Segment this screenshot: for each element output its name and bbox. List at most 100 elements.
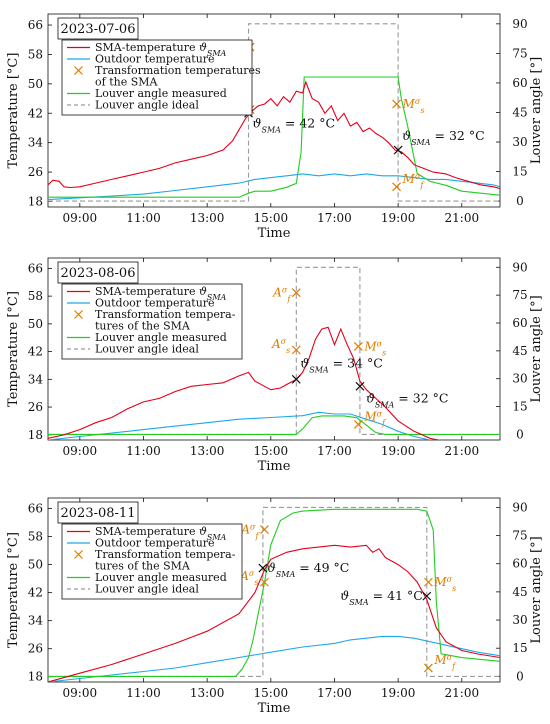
x-tick-label: 09:00 <box>63 444 98 458</box>
marker-stroke <box>423 577 433 587</box>
legend-label-transform-cont: of the SMA <box>95 76 159 89</box>
transformation-marker-Ms: Mσs <box>392 97 424 115</box>
y-right-tick-label: 90 <box>512 17 527 31</box>
y-left-tick-label: 18 <box>28 670 43 684</box>
legend-label-measured: Louver angle measured <box>95 331 227 344</box>
x-tick-label: 11:00 <box>126 686 161 700</box>
y-right-tick-label: 15 <box>512 641 527 655</box>
marker-stroke <box>291 345 301 355</box>
y-right-axis-label: Louver angle [°] <box>529 536 544 643</box>
y-right-tick-label: 75 <box>512 288 527 302</box>
y-right-axis-label: Louver angle [°] <box>529 295 544 402</box>
x-tick-label: 17:00 <box>317 211 352 225</box>
date-box: 2023-08-06 <box>57 261 139 284</box>
y-right-tick-label: 90 <box>512 500 527 514</box>
x-tick-label: 13:00 <box>190 686 225 700</box>
y-right-tick-label: 0 <box>516 427 524 441</box>
panel-2: 09:00 11:00 13:00 15:00 17:00 19:00 21:00 Time 1… <box>6 257 544 474</box>
x-tick-label: 17:00 <box>317 686 352 700</box>
outdoor-temperature-line <box>48 411 441 440</box>
date-box-label: 2023-08-06 <box>61 266 136 281</box>
y-left-tick-label: 42 <box>28 106 43 120</box>
transformation-marker-Af: Aσf <box>272 285 301 303</box>
x-axis-label: Time <box>258 701 291 716</box>
date-box-frame <box>57 501 139 524</box>
plot-frame <box>47 13 501 208</box>
louver-angle-measured-line <box>48 508 500 677</box>
x-tick-label: 15:00 <box>254 444 289 458</box>
y-right-tick-label: 45 <box>512 585 527 599</box>
legend-label-sma: SMA-temperature ϑSMA <box>95 41 227 58</box>
louver-angle-measured-line <box>48 415 500 435</box>
sma-temperature-line <box>48 544 500 682</box>
y-right-tick-label: 15 <box>512 165 527 179</box>
y-left-tick-label: 50 <box>28 558 43 572</box>
plot-frame <box>47 257 501 441</box>
x-tick-label: 21:00 <box>445 211 480 225</box>
y-left-tick-label: 58 <box>28 289 43 303</box>
y-left-tick-label: 58 <box>28 530 43 544</box>
y-left-tick-label: 34 <box>28 136 44 150</box>
date-box-frame <box>57 17 139 40</box>
x-tick-label: 09:00 <box>63 211 98 225</box>
x-tick-label: 15:00 <box>254 211 289 225</box>
y-left-tick-label: 42 <box>28 586 43 600</box>
y-left-tick-label: 58 <box>28 47 43 61</box>
crossing-marker <box>393 145 403 155</box>
x-tick-label: 19:00 <box>381 686 416 700</box>
transformation-label-Mf: Mσf <box>363 409 387 427</box>
y-left-tick-label: 66 <box>28 261 43 275</box>
y-right-tick-label: 90 <box>512 260 527 274</box>
y-right-tick-label: 45 <box>512 105 527 119</box>
transformation-label-Ms: Mσs <box>363 339 386 357</box>
crossing-marker <box>291 374 301 384</box>
legend-frame <box>61 523 243 600</box>
legend-label-outdoor: Outdoor temperature <box>95 53 215 66</box>
legend-label-sma: SMA-temperature ϑSMA <box>95 525 227 542</box>
transformation-marker-As: Aσs <box>271 336 301 355</box>
x-tick-label: 09:00 <box>63 686 98 700</box>
marker-stroke <box>260 577 269 587</box>
x-axis-label: Time <box>258 459 291 474</box>
legend-label-ideal: Louver angle ideal <box>95 99 199 112</box>
y-left-tick-label: 26 <box>28 642 43 656</box>
panel-1: 09:00 11:00 13:00 15:00 17:00 19:00 21:00 Time 1… <box>6 13 544 241</box>
y-right-tick-label: 30 <box>512 135 527 149</box>
date-box-label: 2023-07-06 <box>61 22 136 37</box>
x-axis-label: Time <box>258 226 291 241</box>
legend-label-transform: Transformation temperatures <box>95 64 261 77</box>
legend-frame <box>61 283 243 360</box>
marker-stroke <box>291 288 301 298</box>
x-tick-label: 11:00 <box>126 211 161 225</box>
marker-stroke <box>392 99 401 109</box>
x-tick-label: 21:00 <box>445 686 480 700</box>
crossing-marker <box>355 381 365 391</box>
legend-label-ideal: Louver angle ideal <box>95 583 199 596</box>
x-tick-label: 15:00 <box>254 686 289 700</box>
transformation-marker-Mf: Mσf <box>423 652 457 673</box>
y-right-tick-label: 0 <box>516 194 524 208</box>
y-left-tick-label: 66 <box>28 18 43 32</box>
y-right-tick-label: 0 <box>516 669 524 683</box>
crossing-marker <box>258 563 268 573</box>
legend-label-sma: SMA-temperature ϑSMA <box>95 285 227 302</box>
x-tick-label: 19:00 <box>381 211 416 225</box>
transformation-marker-Af: Aσf <box>240 522 269 540</box>
legend-label-measured: Louver angle measured <box>95 571 227 584</box>
transformation-label-Mf: Mσf <box>402 171 426 189</box>
y-left-tick-label: 50 <box>28 317 43 331</box>
louver-angle-measured-line <box>48 76 500 198</box>
marker-stroke <box>353 419 363 429</box>
outdoor-temperature-line <box>48 173 500 201</box>
transformation-label-Ms: Mσs <box>433 575 456 593</box>
crossing-label: ϑSMA = 34 °C <box>300 355 383 374</box>
y-left-tick-label: 18 <box>28 428 43 442</box>
y-left-tick-label: 26 <box>28 165 43 179</box>
y-right-tick-label: 45 <box>512 344 527 358</box>
x-tick-label: 21:00 <box>445 444 480 458</box>
y-left-tick-label: 18 <box>28 194 43 208</box>
legend-label-measured: Louver angle measured <box>95 87 227 100</box>
legend-label-outdoor: Outdoor temperature <box>95 297 215 310</box>
legend-label-ideal: Louver angle ideal <box>95 343 199 356</box>
